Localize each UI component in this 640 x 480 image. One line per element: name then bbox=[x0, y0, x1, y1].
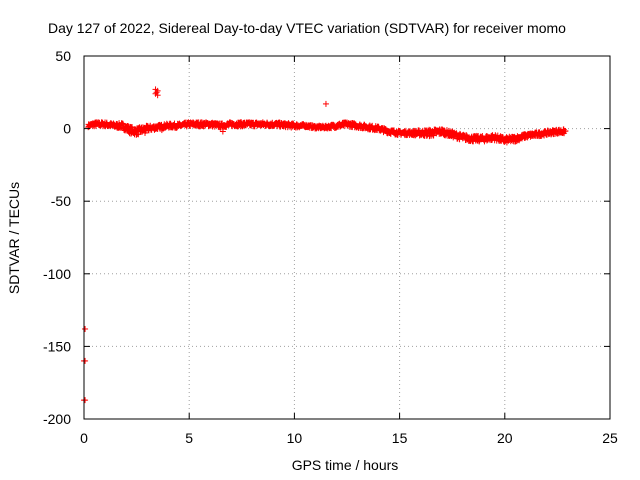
data-points bbox=[81, 86, 569, 404]
data-point bbox=[322, 100, 329, 107]
x-tick-label: 15 bbox=[392, 430, 408, 446]
y-tick-label: -100 bbox=[43, 266, 71, 282]
chart-title: Day 127 of 2022, Sidereal Day-to-day VTE… bbox=[48, 20, 566, 36]
data-point bbox=[158, 127, 165, 134]
y-tick-label: 50 bbox=[55, 48, 71, 64]
y-tick-label: -50 bbox=[51, 193, 71, 209]
x-tick-label: 0 bbox=[80, 430, 88, 446]
y-axis-label: SDTVAR / TECUs bbox=[6, 182, 22, 294]
y-tick-label: -200 bbox=[43, 411, 71, 427]
axis-ticks: 0 5 10 15 20 25 50 0 -50 -100 -150 -200 bbox=[43, 48, 618, 446]
data-point bbox=[82, 325, 89, 332]
x-tick-label: 20 bbox=[497, 430, 513, 446]
y-tick-label: 0 bbox=[63, 121, 71, 137]
x-tick-label: 25 bbox=[602, 430, 618, 446]
data-point bbox=[82, 357, 89, 364]
plot-frame bbox=[83, 55, 611, 420]
x-tick-label: 5 bbox=[185, 430, 193, 446]
grid-lines bbox=[84, 56, 610, 419]
data-point bbox=[142, 129, 149, 136]
data-point bbox=[339, 119, 346, 126]
data-point bbox=[154, 87, 161, 94]
data-point bbox=[562, 128, 569, 135]
data-point bbox=[82, 397, 89, 404]
data-point bbox=[153, 89, 160, 96]
x-tick-label: 10 bbox=[287, 430, 303, 446]
y-tick-label: -150 bbox=[43, 338, 71, 354]
data-point bbox=[219, 128, 226, 135]
x-axis-label: GPS time / hours bbox=[292, 457, 399, 473]
